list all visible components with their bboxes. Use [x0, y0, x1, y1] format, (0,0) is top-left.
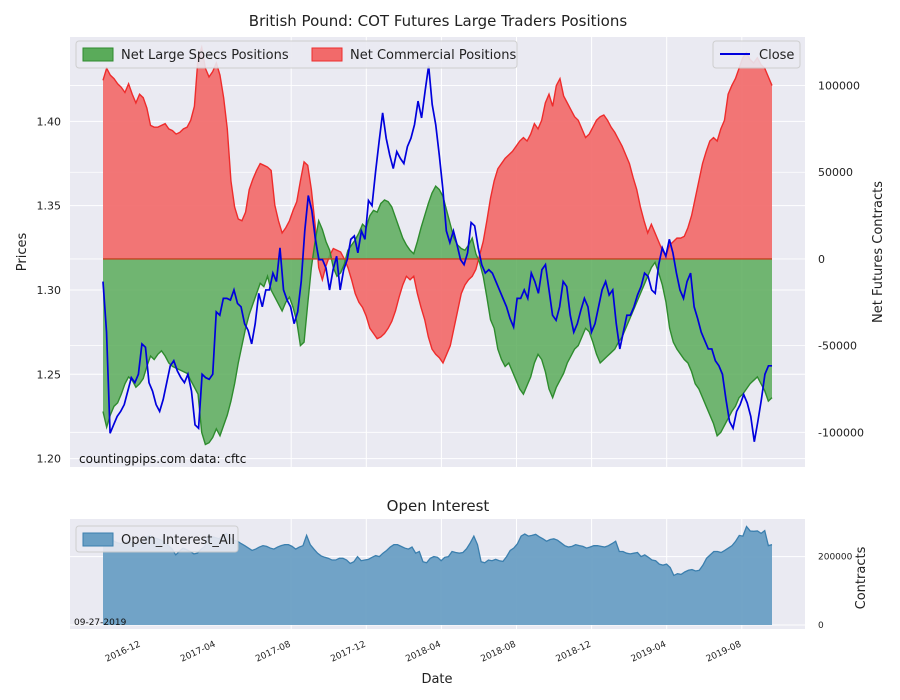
commercial-legend-label: Net Commercial Positions — [350, 48, 516, 63]
open-interest-area — [103, 526, 772, 625]
price-tick-label: 1.35 — [37, 200, 62, 213]
commercial-legend-swatch — [311, 47, 343, 62]
price-tick-label: 1.20 — [37, 453, 62, 466]
contracts-axis-label: Net Futures Contracts — [871, 181, 886, 323]
date-tick-label: 2018-04 — [404, 640, 443, 665]
contracts-tick-label: 0 — [818, 253, 825, 266]
top-series-group — [102, 44, 773, 446]
contracts-tick-label: 100000 — [818, 80, 860, 93]
chart-title: British Pound: COT Futures Large Traders… — [249, 12, 628, 30]
oi-axis-label: Contracts — [854, 546, 869, 609]
date-tick-label: 2017-12 — [329, 640, 367, 665]
specs-legend-swatch — [82, 47, 114, 62]
source-annotation: countingpips.com data: cftc — [79, 452, 246, 466]
date-tick-label: 2019-08 — [705, 640, 744, 665]
specs-line — [102, 184, 773, 446]
date-axis-label: Date — [421, 672, 452, 687]
oi-legend-label: Open_Interest_All — [121, 533, 235, 548]
top-gridlines — [70, 37, 893, 467]
contracts-axis-ticks: -100000 -50000 0 50000 100000 — [818, 80, 864, 440]
top-right-legend: Close — [712, 40, 801, 69]
contracts-tick-label: 50000 — [818, 166, 853, 179]
price-tick-label: 1.30 — [37, 284, 62, 297]
price-axis-label: Prices — [15, 233, 30, 272]
oi-legend-swatch — [82, 532, 114, 547]
oi-tick-label: 0 — [818, 621, 824, 631]
date-tick-label: 2018-12 — [555, 640, 593, 665]
price-tick-label: 1.40 — [37, 115, 62, 128]
commercial-area — [103, 47, 772, 363]
contracts-tick-label: -100000 — [818, 426, 864, 439]
date-annotation: 09-27-2019 — [74, 618, 127, 628]
price-axis-ticks: 1.20 1.25 1.30 1.35 1.40 — [37, 115, 62, 465]
date-axis-ticks: 2016-12 2017-04 2017-08 2017-12 2018-04 2018-… — [104, 640, 743, 665]
date-tick-label: 2017-08 — [254, 640, 293, 665]
oi-legend: Open_Interest_All — [75, 525, 239, 553]
date-tick-label: 2017-04 — [179, 640, 218, 665]
close-price-line — [102, 65, 772, 442]
price-tick-label: 1.25 — [37, 368, 62, 381]
close-legend-label: Close — [759, 48, 794, 63]
date-tick-label: 2019-04 — [630, 640, 669, 665]
oi-axis-ticks: 0 200000 — [818, 553, 853, 631]
specs-area — [103, 186, 772, 445]
date-tick-label: 2018-08 — [479, 640, 518, 665]
specs-legend-label: Net Large Specs Positions — [121, 48, 289, 63]
contracts-tick-label: -50000 — [818, 340, 857, 353]
oi-tick-label: 200000 — [818, 553, 853, 563]
date-tick-label: 2016-12 — [104, 640, 142, 665]
top-left-legend: Net Large Specs Positions Net Commercial… — [75, 40, 518, 69]
open-interest-title: Open Interest — [387, 497, 490, 515]
